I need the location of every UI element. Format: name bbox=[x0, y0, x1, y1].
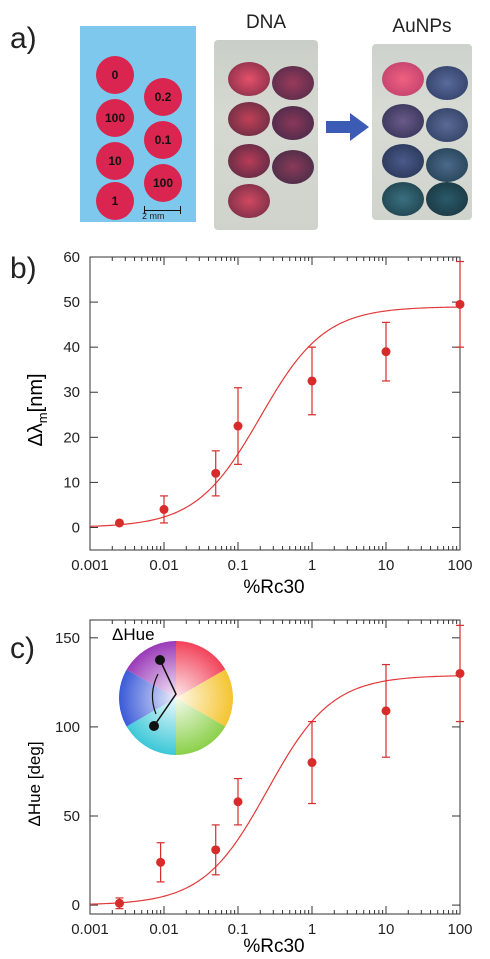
well-0-2: 0.2 bbox=[144, 78, 182, 116]
scale-bar-tick-right bbox=[180, 206, 181, 214]
chart-c-y-axis-label: ΔHue [deg] bbox=[25, 741, 44, 826]
chart-b-fit-curve bbox=[90, 307, 460, 526]
chart-c-data-point bbox=[234, 797, 243, 806]
dna-spot bbox=[272, 106, 314, 140]
well-0-1: 0.1 bbox=[144, 121, 182, 159]
aunps-spot bbox=[426, 66, 468, 100]
chart-b-data-point bbox=[308, 376, 317, 385]
chart-c-data-point bbox=[115, 899, 124, 908]
chart-b-x-tick-label: 0.1 bbox=[228, 557, 249, 574]
chart-b-y-tick-label: 10 bbox=[63, 474, 80, 491]
chart-b-y-tick-label: 0 bbox=[72, 519, 80, 536]
aunps-spot bbox=[382, 104, 424, 138]
dna-spot bbox=[228, 184, 270, 218]
chart-b-data-point bbox=[115, 518, 124, 527]
chart-c-y-tick-label: 100 bbox=[55, 719, 80, 736]
color-wheel-icon bbox=[76, 610, 276, 798]
aunps-spot bbox=[426, 148, 468, 182]
aunps-spot bbox=[382, 62, 424, 96]
chart-b-x-tick-label: 1 bbox=[308, 557, 316, 574]
chart-b-data-point bbox=[456, 300, 465, 309]
panel-a-label: a) bbox=[10, 22, 37, 56]
chart-c-x-tick-label: 0.001 bbox=[71, 921, 109, 938]
aunps-spot bbox=[426, 182, 468, 216]
chart-c-x-tick-label: 1 bbox=[308, 921, 316, 938]
chart-b-frame bbox=[90, 257, 460, 550]
dna-spot bbox=[272, 66, 314, 100]
chart-b-data-point bbox=[160, 505, 169, 514]
chart-c-x-tick-label: 10 bbox=[378, 921, 395, 938]
chart-c-x-tick-label: 0.01 bbox=[149, 921, 178, 938]
well-1: 1 bbox=[96, 182, 134, 220]
chart-c-y-tick-label: 0 bbox=[72, 897, 80, 914]
plot-area: 0.001 0.01 0.1 1 10 100 0 10 20 30 40 50 60 bbox=[63, 249, 472, 574]
hue-inset-label: ΔHue bbox=[112, 625, 155, 644]
chart-b-y-tick-label: 50 bbox=[63, 294, 80, 311]
aunps-spot bbox=[426, 108, 468, 142]
chart-b-x-tick-label: 100 bbox=[447, 557, 472, 574]
scale-bar-label: 2 mm bbox=[142, 211, 165, 221]
well-100-left: 100 bbox=[96, 99, 134, 137]
dna-spot bbox=[228, 102, 270, 136]
chart-b-y-tick-label: 40 bbox=[63, 339, 80, 356]
dna-label: DNA bbox=[214, 12, 318, 34]
chart-c-x-tick-label: 100 bbox=[447, 921, 472, 938]
chart-b-x-tick-label: 0.001 bbox=[71, 557, 109, 574]
chart-c-data-point bbox=[382, 706, 391, 715]
chart-wavelength-shift: 0.001 0.01 0.1 1 10 100 0 10 20 30 40 50 60 %Rc30 Δλ… bbox=[0, 240, 490, 600]
chart-c-x-axis-label: %Rc30 bbox=[243, 936, 304, 957]
aunps-photo: AuNPs bbox=[372, 44, 472, 220]
chart-b-y-tick-label: 30 bbox=[63, 384, 80, 401]
well-0: 0 bbox=[96, 56, 134, 94]
chart-b-x-tick-label: 0.01 bbox=[149, 557, 178, 574]
dna-photo: DNA bbox=[214, 40, 318, 230]
chart-b-data-point bbox=[234, 422, 243, 431]
chart-c-y-tick-label: 150 bbox=[55, 630, 80, 647]
chart-b-y-tick-label: 20 bbox=[63, 429, 80, 446]
dna-spot bbox=[228, 144, 270, 178]
aunps-label: AuNPs bbox=[372, 16, 472, 38]
well-100-right: 100 bbox=[144, 164, 182, 202]
chart-c-data-point bbox=[456, 669, 465, 678]
aunps-spot bbox=[382, 182, 424, 216]
chart-b-y-axis-label: Δλm[nm] bbox=[25, 373, 50, 446]
dna-spot bbox=[272, 150, 314, 184]
chart-b-x-tick-label: 10 bbox=[378, 557, 395, 574]
arrow-icon bbox=[326, 112, 370, 142]
chart-b-data-point bbox=[211, 469, 220, 478]
chart-c-data-point bbox=[156, 858, 165, 867]
chart-c-data-point bbox=[308, 758, 317, 767]
aunps-spot bbox=[382, 144, 424, 178]
chart-b-x-axis-label: %Rc30 bbox=[243, 577, 304, 598]
chart-c-y-tick-label: 50 bbox=[63, 808, 80, 825]
chart-b-data-point bbox=[382, 347, 391, 356]
well-schematic: 0 0.2 100 0.1 10 100 1 2 mm bbox=[80, 26, 196, 222]
dna-spot bbox=[228, 62, 270, 96]
well-10: 10 bbox=[96, 142, 134, 180]
chart-b-y-tick-label: 60 bbox=[63, 249, 80, 266]
chart-c-data-point bbox=[211, 845, 220, 854]
